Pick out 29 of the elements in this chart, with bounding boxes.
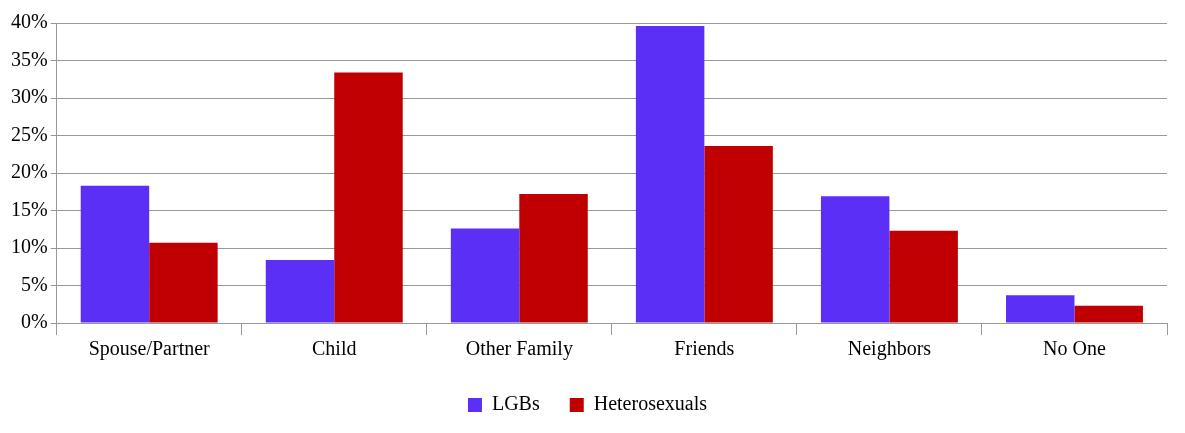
bar <box>635 26 705 323</box>
x-tick-label: No One <box>1043 337 1106 360</box>
x-tick-label: Child <box>312 337 357 360</box>
bar <box>519 194 588 323</box>
y-tick-label: 15% <box>10 197 48 220</box>
bar <box>450 228 520 323</box>
x-tick-label: Friends <box>674 337 735 360</box>
bar <box>149 242 218 323</box>
bar <box>889 230 958 323</box>
y-tick-label: 0% <box>20 310 48 333</box>
y-tick-label: 5% <box>20 272 48 295</box>
bar <box>1074 305 1143 323</box>
legend-label: LGBs <box>491 392 540 415</box>
x-tick-label: Neighbors <box>847 337 932 361</box>
bar <box>704 146 773 323</box>
legend-label: Heterosexuals <box>593 392 708 415</box>
bar <box>265 260 335 323</box>
x-tick-label: Spouse/Partner <box>88 337 211 361</box>
y-tick-label: 20% <box>10 160 48 183</box>
bar <box>80 185 150 323</box>
bar <box>820 196 890 323</box>
x-tick-label: Other Family <box>465 337 573 361</box>
y-tick-label: 30% <box>10 85 48 108</box>
bar <box>1006 295 1075 323</box>
y-tick-label: 40% <box>10 10 48 33</box>
y-tick-label: 35% <box>10 47 48 70</box>
y-tick-label: 25% <box>10 122 48 145</box>
bar <box>334 72 403 323</box>
y-tick-label: 10% <box>10 235 48 258</box>
